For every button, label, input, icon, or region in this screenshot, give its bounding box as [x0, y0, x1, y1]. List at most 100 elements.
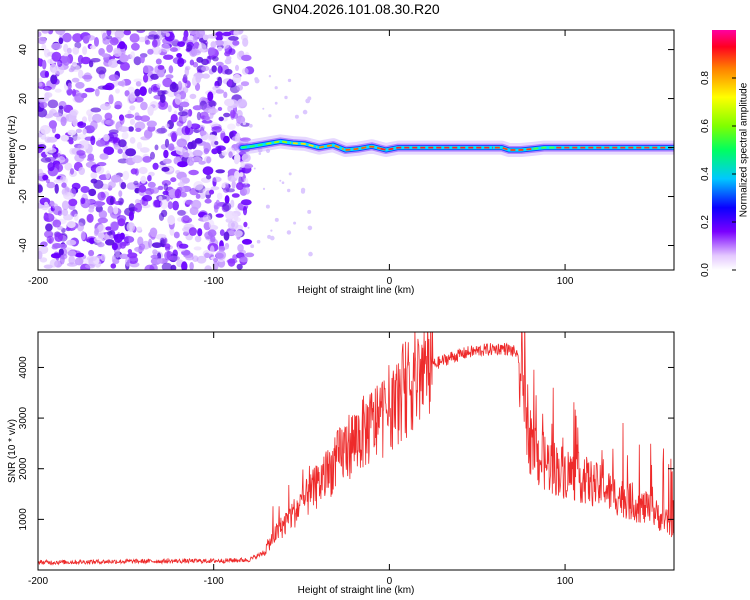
noise-blob	[80, 231, 86, 241]
noise-dot	[274, 86, 278, 90]
noise-blob	[86, 255, 97, 262]
noise-blob	[162, 158, 172, 164]
noise-blob	[39, 257, 48, 263]
noise-blob	[224, 58, 232, 65]
noise-blob	[193, 181, 204, 191]
noise-blob	[179, 101, 190, 108]
noise-blob	[118, 197, 124, 206]
noise-blob	[62, 56, 70, 66]
noise-blob	[148, 238, 153, 249]
noise-blob	[227, 123, 236, 130]
noise-blob	[103, 146, 115, 155]
noise-blob	[101, 53, 110, 58]
noise-blob	[134, 115, 143, 121]
noise-blob	[119, 253, 129, 259]
noise-blob	[96, 66, 107, 75]
noise-blob	[163, 54, 174, 60]
noise-blob	[163, 183, 169, 191]
noise-blob	[67, 129, 77, 136]
noise-blob	[61, 182, 67, 188]
noise-blob	[133, 180, 139, 186]
noise-blob	[88, 208, 94, 213]
noise-blob	[54, 133, 61, 140]
snr-ylabel: SNR (10 * v/v)	[7, 419, 18, 483]
noise-dot	[308, 251, 313, 257]
noise-blob	[242, 206, 248, 216]
noise-dot	[270, 235, 275, 241]
noise-blob	[97, 217, 109, 224]
noise-blob	[167, 201, 173, 210]
noise-blob	[198, 160, 206, 165]
noise-blob	[108, 94, 114, 105]
noise-blob	[144, 264, 155, 270]
noise-blob	[133, 56, 142, 66]
noise-blob	[175, 93, 182, 100]
noise-blob	[191, 156, 202, 162]
noise-dot	[258, 152, 262, 155]
noise-blob	[101, 119, 111, 124]
noise-blob	[129, 137, 136, 144]
noise-blob	[219, 229, 225, 237]
noise-blob	[223, 91, 228, 99]
colorbar-tick-label: 0.0	[700, 263, 711, 277]
signal-amplitude-segment	[494, 146, 534, 151]
noise-blob	[223, 112, 231, 118]
noise-blob	[152, 249, 158, 255]
noise-blob	[236, 182, 244, 191]
noise-blob	[77, 121, 84, 126]
noise-blob	[46, 136, 58, 143]
noise-blob	[147, 105, 154, 116]
noise-blob	[239, 256, 249, 263]
noise-blob	[140, 136, 150, 141]
colorbar-tick-label: 0.6	[700, 119, 711, 133]
snr-series-line	[38, 332, 674, 566]
noise-blob	[244, 186, 251, 195]
noise-blob	[108, 74, 120, 82]
noise-blob	[212, 176, 222, 183]
noise-blob	[129, 33, 140, 43]
noise-blob	[121, 131, 129, 140]
spectrogram-ytick-label: 0	[18, 144, 29, 150]
noise-blob	[172, 200, 180, 211]
noise-dot	[288, 172, 292, 176]
noise-blob	[123, 30, 132, 36]
noise-blob	[155, 58, 162, 65]
noise-blob	[157, 185, 164, 191]
noise-blob	[240, 81, 250, 87]
noise-blob	[146, 120, 157, 128]
noise-blob	[208, 219, 215, 230]
noise-blob	[162, 77, 173, 88]
noise-dot	[274, 217, 279, 222]
noise-blob	[75, 252, 85, 258]
noise-blob	[123, 236, 135, 243]
noise-blob	[105, 239, 115, 246]
noise-blob	[51, 245, 59, 250]
noise-blob	[232, 73, 242, 84]
noise-blob	[51, 124, 57, 134]
noise-blob	[78, 167, 85, 175]
noise-blob	[61, 200, 70, 211]
noise-blob	[178, 111, 188, 117]
noise-blob	[145, 187, 155, 195]
snr-xlabel: Height of straight line (km)	[298, 585, 415, 596]
noise-blob	[126, 222, 136, 232]
noise-blob	[182, 152, 190, 158]
noise-blob	[71, 88, 77, 97]
noise-blob	[117, 218, 126, 227]
noise-blob	[233, 30, 239, 37]
noise-blob	[227, 78, 233, 87]
noise-blob	[117, 148, 123, 154]
noise-blob	[227, 220, 239, 230]
snr-xtick-label: -100	[204, 576, 224, 587]
noise-blob	[244, 177, 249, 185]
noise-blob	[202, 214, 211, 223]
noise-blob	[161, 209, 168, 218]
noise-blob	[237, 244, 244, 252]
noise-blob	[118, 190, 123, 198]
noise-blob	[192, 34, 198, 43]
noise-blob	[227, 258, 236, 267]
noise-dot	[307, 225, 313, 231]
noise-blob	[168, 65, 174, 74]
noise-blob	[40, 241, 48, 247]
